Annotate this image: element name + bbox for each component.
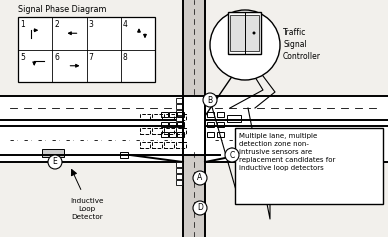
Bar bbox=[176, 180, 182, 185]
Text: 2: 2 bbox=[54, 20, 59, 29]
Bar bbox=[18, 17, 155, 82]
Bar bbox=[205, 155, 388, 162]
Bar bbox=[230, 15, 259, 51]
Text: 7: 7 bbox=[88, 53, 94, 61]
Bar bbox=[207, 112, 214, 117]
Bar bbox=[227, 115, 241, 122]
Bar bbox=[205, 96, 388, 155]
Bar bbox=[207, 132, 214, 137]
Text: B: B bbox=[208, 96, 213, 105]
Text: 6: 6 bbox=[54, 53, 59, 61]
Circle shape bbox=[210, 10, 280, 80]
Bar bbox=[164, 128, 174, 134]
Bar bbox=[176, 110, 182, 115]
Bar bbox=[152, 114, 162, 120]
Bar bbox=[169, 122, 176, 127]
Bar bbox=[205, 155, 388, 162]
Text: 1: 1 bbox=[20, 20, 25, 29]
Bar bbox=[176, 168, 182, 173]
Bar bbox=[161, 122, 168, 127]
Bar bbox=[161, 132, 168, 137]
Bar bbox=[205, 96, 388, 155]
Bar bbox=[0, 155, 183, 162]
Text: 3: 3 bbox=[88, 20, 94, 29]
Text: Signal Phase Diagram: Signal Phase Diagram bbox=[18, 5, 106, 14]
Circle shape bbox=[48, 155, 62, 169]
Bar bbox=[0, 96, 183, 155]
Bar bbox=[177, 112, 184, 117]
Bar bbox=[140, 128, 150, 134]
Bar bbox=[183, 0, 205, 237]
Bar bbox=[169, 112, 176, 117]
Bar bbox=[152, 142, 162, 148]
Text: Inductive
Loop
Detector: Inductive Loop Detector bbox=[70, 198, 104, 220]
Bar bbox=[176, 116, 182, 121]
Bar bbox=[228, 12, 261, 54]
Bar bbox=[207, 122, 214, 127]
Text: C: C bbox=[229, 150, 235, 160]
Bar bbox=[177, 132, 184, 137]
Circle shape bbox=[193, 201, 207, 215]
Text: D: D bbox=[197, 204, 203, 213]
Circle shape bbox=[203, 93, 217, 107]
Bar bbox=[176, 104, 182, 109]
Bar bbox=[217, 122, 224, 127]
Bar bbox=[217, 112, 224, 117]
Bar bbox=[176, 142, 186, 148]
Text: 5: 5 bbox=[20, 53, 25, 61]
Text: Multiple lane, multiple
detection zone non-
intrusive sensors are
replacement ca: Multiple lane, multiple detection zone n… bbox=[239, 133, 335, 171]
Bar bbox=[152, 128, 162, 134]
Bar bbox=[0, 96, 183, 155]
Bar bbox=[42, 149, 64, 157]
Bar bbox=[140, 114, 150, 120]
Bar bbox=[161, 112, 168, 117]
Bar bbox=[177, 122, 184, 127]
Text: E: E bbox=[53, 158, 57, 167]
Text: A: A bbox=[197, 173, 203, 182]
Bar bbox=[183, 96, 205, 155]
Bar bbox=[164, 114, 174, 120]
Bar bbox=[176, 162, 182, 167]
Bar bbox=[235, 128, 383, 204]
Bar bbox=[176, 128, 186, 134]
Circle shape bbox=[193, 171, 207, 185]
Text: 4: 4 bbox=[123, 20, 128, 29]
Bar bbox=[169, 132, 176, 137]
Bar bbox=[140, 142, 150, 148]
Bar bbox=[0, 155, 183, 162]
Bar bbox=[120, 152, 128, 158]
Bar bbox=[164, 142, 174, 148]
Circle shape bbox=[253, 32, 256, 35]
Bar bbox=[176, 98, 182, 103]
Circle shape bbox=[225, 148, 239, 162]
Text: 8: 8 bbox=[123, 53, 128, 61]
Text: Traffic
Signal
Controller: Traffic Signal Controller bbox=[283, 28, 321, 61]
Bar bbox=[176, 174, 182, 179]
Bar bbox=[176, 114, 186, 120]
Bar bbox=[217, 132, 224, 137]
